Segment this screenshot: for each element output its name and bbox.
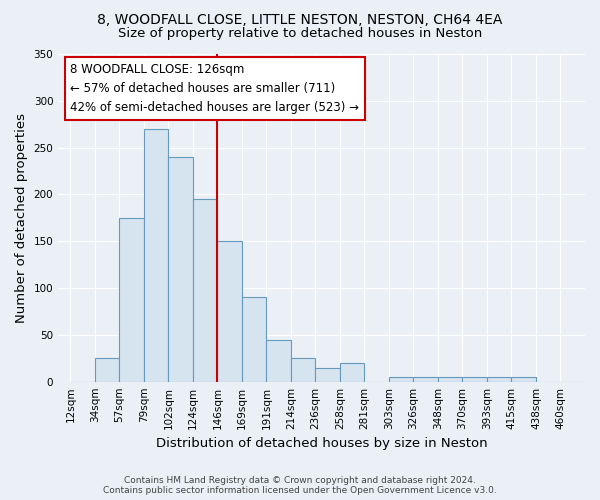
Text: 8, WOODFALL CLOSE, LITTLE NESTON, NESTON, CH64 4EA: 8, WOODFALL CLOSE, LITTLE NESTON, NESTON… [97, 12, 503, 26]
Bar [242, 298, 266, 382]
Bar [217, 241, 242, 382]
Bar [438, 377, 463, 382]
Text: 8 WOODFALL CLOSE: 126sqm
← 57% of detached houses are smaller (711)
42% of semi-: 8 WOODFALL CLOSE: 126sqm ← 57% of detach… [70, 64, 359, 114]
Bar [511, 377, 536, 382]
Bar [119, 218, 144, 382]
Text: Size of property relative to detached houses in Neston: Size of property relative to detached ho… [118, 28, 482, 40]
Y-axis label: Number of detached properties: Number of detached properties [15, 113, 28, 323]
Bar [266, 340, 291, 382]
Text: Contains HM Land Registry data © Crown copyright and database right 2024.
Contai: Contains HM Land Registry data © Crown c… [103, 476, 497, 495]
Bar [291, 358, 316, 382]
Bar [389, 377, 413, 382]
Bar [95, 358, 119, 382]
X-axis label: Distribution of detached houses by size in Neston: Distribution of detached houses by size … [156, 437, 487, 450]
Bar [340, 363, 364, 382]
Bar [413, 377, 438, 382]
Bar [316, 368, 340, 382]
Bar [169, 157, 193, 382]
Bar [144, 129, 169, 382]
Bar [463, 377, 487, 382]
Bar [487, 377, 511, 382]
Bar [193, 199, 217, 382]
